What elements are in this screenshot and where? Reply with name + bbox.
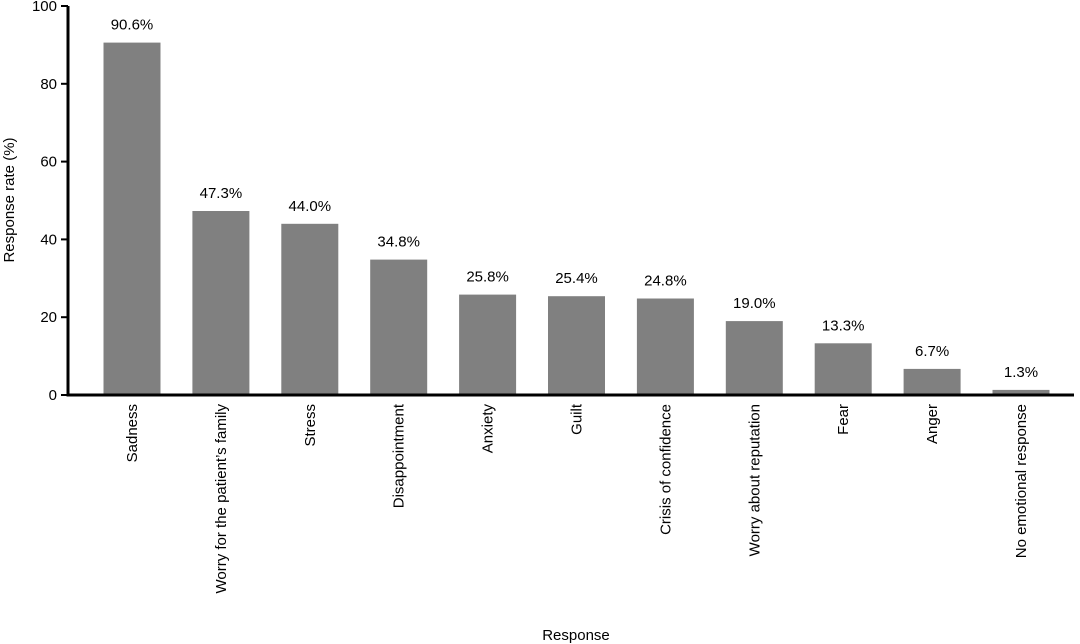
category-label-3: Disappointment	[391, 403, 408, 508]
category-label-1: Worry for the patient’s family	[213, 404, 230, 594]
data-label-9: 6.7%	[915, 343, 949, 360]
category-labels-group: Sadness Worry for the patient’s family Str…	[124, 403, 1030, 593]
category-label-10: No emotional response	[1013, 404, 1030, 558]
category-label-9: Anger	[924, 404, 941, 444]
data-labels-group: 90.6% 47.3% 44.0% 34.8% 25.8% 25.4% 24.8% 19.0%…	[111, 17, 1038, 381]
bar-9	[903, 368, 961, 395]
data-label-1: 47.3%	[200, 185, 243, 202]
bar-4	[459, 294, 517, 395]
category-label-2: Stress	[302, 404, 319, 447]
y-tick-label-100: 100	[32, 0, 57, 15]
y-tick-label-40: 40	[40, 231, 57, 248]
bar-8	[814, 343, 872, 395]
bars-group	[103, 42, 1050, 395]
category-label-5: Guilt	[569, 403, 586, 435]
bar-3	[370, 259, 428, 395]
data-label-6: 24.8%	[644, 273, 687, 290]
bar-1	[192, 211, 250, 395]
data-label-4: 25.8%	[466, 269, 509, 286]
y-tick-label-80: 80	[40, 76, 57, 93]
data-label-8: 13.3%	[822, 317, 865, 334]
category-label-4: Anxiety	[480, 404, 497, 454]
y-tick-label-20: 20	[40, 309, 57, 326]
y-axis-title: Response rate (%)	[1, 137, 18, 262]
data-label-10: 1.3%	[1004, 364, 1038, 381]
bar-6	[636, 298, 694, 395]
data-label-2: 44.0%	[289, 198, 332, 215]
data-label-7: 19.0%	[733, 295, 776, 312]
bar-5	[548, 296, 605, 395]
bar-10	[992, 389, 1050, 395]
y-axis: 0 20 40 60 80 100	[32, 0, 70, 404]
data-label-0: 90.6%	[111, 17, 154, 34]
y-tick-label-60: 60	[40, 154, 57, 171]
y-tick-label-0: 0	[49, 387, 57, 404]
bar-2	[281, 223, 339, 395]
bar-0	[103, 42, 161, 395]
bar-7	[725, 321, 783, 395]
category-label-8: Fear	[835, 404, 852, 435]
x-axis-title: Response	[542, 627, 610, 644]
category-label-0: Sadness	[124, 404, 141, 462]
category-label-6: Crisis of confidence	[657, 404, 674, 535]
category-label-7: Worry about reputation	[746, 404, 763, 556]
data-label-3: 34.8%	[377, 234, 420, 251]
data-label-5: 25.4%	[555, 270, 598, 287]
